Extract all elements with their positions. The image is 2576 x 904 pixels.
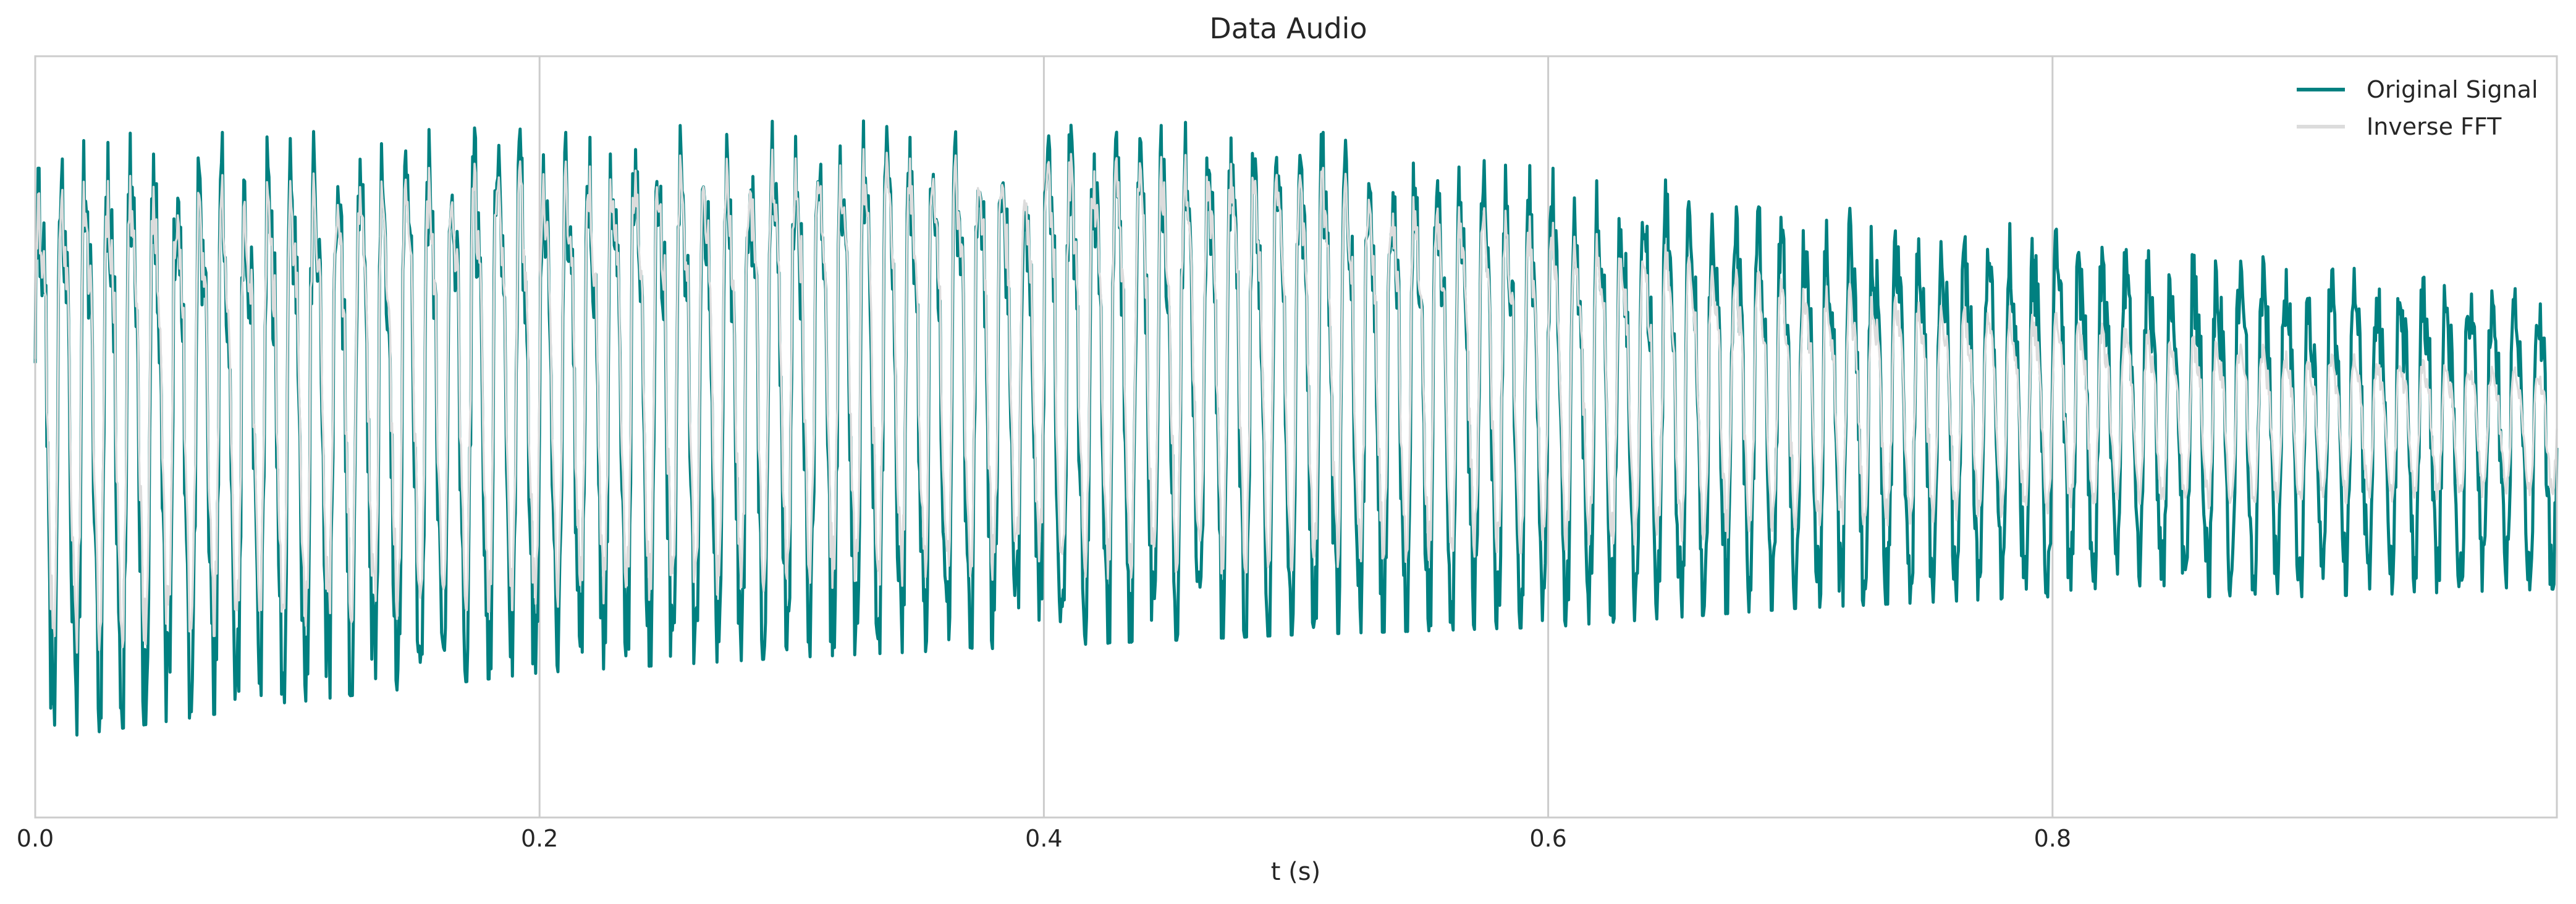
legend-label-inverse-fft: Inverse FFT xyxy=(2367,113,2502,140)
series-line-inverse-fft xyxy=(34,148,2558,654)
x-tick-label: 0.8 xyxy=(2034,825,2071,852)
x-tick-labels: 0.0 0.2 0.4 0.6 0.8 xyxy=(17,825,2071,852)
x-tick-label: 0.6 xyxy=(1529,825,1566,852)
chart-title: Data Audio xyxy=(1209,12,1367,45)
x-tick-label: 0.0 xyxy=(17,825,54,852)
plot-frame xyxy=(34,55,2558,819)
legend: Original Signal Inverse FFT xyxy=(2297,76,2538,140)
x-axis-label: t (s) xyxy=(1271,858,1320,886)
legend-label-original-signal: Original Signal xyxy=(2367,76,2538,103)
x-tick-label: 0.4 xyxy=(1025,825,1062,852)
series-layer xyxy=(33,119,2559,737)
x-tick-label: 0.2 xyxy=(521,825,558,852)
